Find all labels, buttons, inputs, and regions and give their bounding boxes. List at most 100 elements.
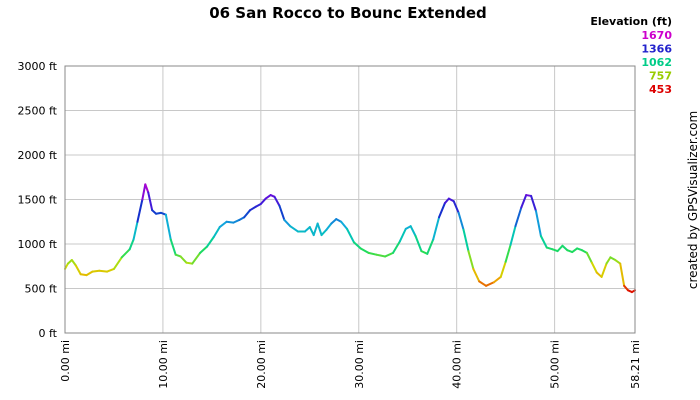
y-axis: 0 ft 500 ft 1000 ft 1500 ft 2000 ft 2500 ft 30… — [18, 60, 58, 340]
profile-segment — [169, 238, 177, 256]
profile-segment — [218, 220, 228, 229]
profile-segment — [630, 289, 636, 294]
chart-title: 06 San Rocco to Bounc Extended — [209, 4, 487, 22]
profile-segment — [585, 251, 593, 264]
profile-segment — [530, 194, 537, 213]
x-tick-label: 50.00 mi — [549, 340, 562, 389]
profile-segment — [316, 222, 323, 237]
x-tick-label: 40.00 mi — [451, 340, 464, 389]
profile-segment — [70, 259, 77, 267]
x-tick-label: 20.00 mi — [255, 340, 268, 389]
profile-segment — [432, 216, 441, 241]
profile-segment — [132, 220, 139, 241]
legend-entry: 453 — [649, 83, 672, 96]
profile-segment — [420, 250, 429, 255]
profile-segment — [144, 183, 150, 194]
profile-segment — [340, 220, 349, 230]
profile-segment — [590, 261, 598, 274]
profile-segment — [303, 226, 311, 233]
profile-segment — [605, 256, 612, 265]
profile-segment — [232, 218, 241, 224]
profile-segment — [438, 202, 446, 219]
profile-segment — [414, 234, 423, 253]
plot-border — [64, 65, 636, 334]
x-tick-label: 58.21 mi — [629, 340, 642, 389]
profile-segment — [312, 222, 319, 237]
profile-segment — [375, 253, 387, 258]
elevation-profile — [64, 183, 636, 294]
profile-segment — [535, 210, 542, 237]
profile-segment — [179, 255, 188, 264]
profile-segment — [264, 194, 272, 200]
profile-segment — [457, 211, 465, 231]
profile-segment — [74, 264, 82, 276]
profile-segment — [352, 241, 362, 250]
profile-segment — [106, 267, 115, 273]
profile-segment — [136, 198, 144, 223]
profile-segment — [504, 243, 512, 263]
profile-segment — [112, 256, 123, 270]
profile-segment — [91, 269, 101, 273]
profile-segment — [147, 191, 154, 212]
y-tick-label: 1000 ft — [18, 238, 58, 251]
profile-segment — [205, 235, 215, 248]
profile-segment — [485, 281, 495, 287]
profile-segment — [320, 228, 328, 237]
legend-title: Elevation (ft) — [590, 15, 672, 28]
profile-segment — [614, 259, 622, 265]
x-tick-label: 0.00 mi — [59, 340, 72, 382]
profile-segment — [545, 246, 554, 251]
profile-segment — [330, 218, 338, 225]
profile-segment — [85, 270, 94, 277]
profile-segment — [212, 226, 221, 238]
profile-segment — [225, 220, 235, 224]
profile-segment — [278, 204, 286, 221]
profile-segment — [398, 227, 407, 243]
profile-segment — [289, 225, 300, 233]
profile-segment — [392, 240, 401, 254]
profile-segment — [243, 209, 252, 219]
profile-segment — [164, 213, 172, 241]
profile-segment — [492, 275, 502, 284]
legend-entry: 1062 — [641, 56, 672, 69]
profile-segment — [595, 271, 603, 278]
profile-segment — [325, 222, 333, 231]
x-axis: 0.00 mi 10.00 mi 20.00 mi 30.00 mi 40.00 mi 5… — [59, 340, 642, 389]
profile-segment — [346, 227, 355, 244]
profile-segment — [462, 228, 470, 253]
profile-segment — [308, 226, 315, 237]
profile-segment — [199, 245, 208, 254]
profile-segment — [259, 197, 267, 205]
x-tick-label: 10.00 mi — [157, 340, 170, 389]
profile-segment — [600, 262, 608, 278]
legend-entry: 1670 — [641, 29, 672, 42]
profile-segment — [467, 250, 475, 270]
y-tick-label: 500 ft — [25, 283, 58, 296]
profile-segment — [478, 280, 488, 287]
y-tick-label: 2000 ft — [18, 149, 58, 162]
credit-text: created by GPSVisualizer.com — [686, 111, 700, 289]
x-tick-label: 30.00 mi — [353, 340, 366, 389]
profile-segment — [283, 218, 292, 228]
y-tick-label: 0 ft — [39, 327, 58, 340]
profile-segment — [120, 248, 131, 259]
profile-segment — [191, 251, 202, 265]
y-tick-label: 2500 ft — [18, 105, 58, 118]
profile-segment — [619, 262, 626, 287]
profile-segment — [571, 247, 579, 254]
legend-entry: 1366 — [641, 43, 672, 56]
profile-segment — [249, 205, 257, 212]
profile-segment — [384, 251, 395, 258]
profile-segment — [514, 206, 523, 228]
legend-entry: 757 — [649, 70, 672, 83]
profile-segment — [98, 269, 109, 273]
profile-segment — [556, 244, 564, 253]
profile-segment — [426, 238, 435, 255]
profile-segment — [499, 260, 507, 278]
y-tick-label: 3000 ft — [18, 60, 58, 73]
profile-segment — [452, 200, 460, 214]
profile-segment — [409, 225, 417, 237]
y-tick-label: 1500 ft — [18, 194, 58, 207]
